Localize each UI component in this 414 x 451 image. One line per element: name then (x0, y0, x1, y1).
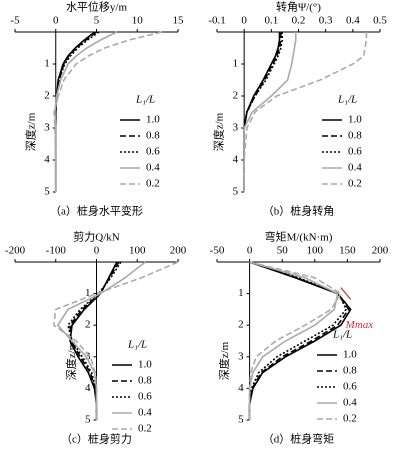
y-tick-label: 3 (233, 122, 239, 134)
y-tick-label: 5 (44, 186, 50, 198)
x-tick-label: 200 (372, 245, 389, 257)
series-line (248, 261, 348, 420)
legend-label: 0.6 (348, 146, 362, 158)
legend-label: 0.8 (138, 375, 152, 387)
series-line (243, 32, 281, 192)
y-tick-label: 5 (85, 414, 91, 426)
legend-label: 0.2 (343, 413, 357, 425)
x-tick-label: 100 (129, 245, 146, 257)
y-axis-label: 深度z/m (64, 341, 78, 380)
x-tick-label: 0 (94, 245, 100, 257)
series-line (67, 261, 122, 420)
legend-label: 0.4 (348, 162, 362, 174)
x-tick-label: 0.5 (373, 15, 387, 27)
y-tick-label: 4 (238, 382, 244, 394)
x-tick-label: 5 (94, 15, 100, 27)
annotation: Mmax (345, 319, 374, 331)
legend-label: 0.2 (348, 178, 362, 190)
series-line (248, 261, 342, 420)
x-tick-label: 0 (241, 15, 247, 27)
legend-label: 1.0 (138, 359, 152, 371)
x-tick-label: 100 (307, 245, 324, 257)
legend-label: 0.6 (343, 381, 357, 393)
series-line (243, 32, 282, 192)
legend-label: 0.6 (146, 146, 160, 158)
x-tick-label: 0 (53, 15, 59, 27)
x-tick-label: 0.3 (319, 15, 333, 27)
series-line (248, 261, 350, 420)
y-tick-label: 4 (85, 382, 91, 394)
x-tick-label: -100 (46, 245, 67, 257)
series-line (54, 31, 100, 192)
series-line (248, 261, 339, 420)
chart-title: 水平位移y/m (66, 0, 128, 14)
x-tick-label: 150 (339, 245, 356, 257)
legend-title: L₁/L (135, 94, 155, 106)
max-line (340, 287, 352, 300)
y-tick-label: 2 (44, 90, 50, 102)
legend-label: 0.4 (146, 162, 160, 174)
x-tick-label: -0.1 (208, 15, 225, 27)
chart-title: 转角Ψ/(°) (276, 0, 321, 14)
y-tick-label: 5 (233, 186, 239, 198)
legend-label: 0.4 (138, 407, 152, 419)
legend-label: 0.2 (138, 423, 152, 435)
y-tick-label: 4 (44, 154, 50, 166)
series-line (52, 261, 179, 420)
y-tick-label: 2 (238, 319, 244, 331)
legend-title: L₁/L (337, 94, 357, 106)
x-tick-label: 15 (173, 15, 185, 27)
x-tick-label: -5 (10, 15, 20, 27)
x-tick-label: 0.2 (292, 15, 306, 27)
legend-label: 1.0 (343, 349, 357, 361)
y-tick-label: 2 (85, 319, 91, 331)
series-line (56, 261, 146, 420)
series-line (243, 32, 297, 192)
legend-label: 0.8 (343, 365, 357, 377)
legend-label: 0.8 (146, 130, 160, 142)
chart-title: 弯矩M/(kN·m) (265, 230, 333, 244)
series-line (54, 31, 118, 192)
legend-label: 1.0 (146, 114, 160, 126)
y-tick-label: 1 (233, 58, 239, 70)
y-tick-label: 5 (238, 414, 244, 426)
y-tick-label: 3 (85, 350, 91, 362)
y-tick-label: 1 (44, 58, 50, 70)
series-line (243, 32, 368, 192)
legend-label: 0.6 (138, 391, 152, 403)
x-tick-label: 200 (170, 245, 187, 257)
caption: （b）桩身转角 (263, 204, 335, 218)
legend-label: 0.4 (343, 397, 357, 409)
y-tick-label: 3 (44, 122, 50, 134)
y-tick-label: 4 (233, 154, 239, 166)
x-tick-label: -50 (210, 245, 225, 257)
y-tick-label: 1 (238, 287, 244, 299)
series-line (248, 261, 352, 420)
legend-label: 1.0 (348, 114, 362, 126)
series-line (243, 32, 283, 192)
chart-title: 剪力Q/kN (73, 230, 119, 244)
y-tick-label: 2 (233, 90, 239, 102)
x-tick-label: -200 (5, 245, 26, 257)
y-axis-label: 深度z/m (23, 112, 37, 151)
legend-label: 0.8 (348, 130, 362, 142)
x-tick-label: 50 (277, 245, 289, 257)
y-axis-label: 深度z/m (217, 341, 231, 380)
x-tick-label: 0.1 (264, 15, 278, 27)
caption: （c）桩身剪力 (61, 432, 132, 446)
legend-label: 0.2 (146, 178, 160, 190)
series-line (53, 31, 162, 192)
x-tick-label: 0.4 (346, 15, 360, 27)
y-axis-label: 深度z/m (212, 112, 226, 151)
caption: （a）桩身水平变形 (50, 204, 143, 218)
series-line (69, 261, 120, 420)
caption: （d）桩身弯矩 (263, 432, 335, 446)
y-tick-label: 1 (85, 287, 91, 299)
legend-title: L₁/L (127, 339, 147, 351)
legend-title: L₁/L (332, 329, 352, 341)
y-tick-label: 3 (238, 350, 244, 362)
x-tick-label: 0 (247, 245, 253, 257)
x-tick-label: 10 (132, 15, 144, 27)
